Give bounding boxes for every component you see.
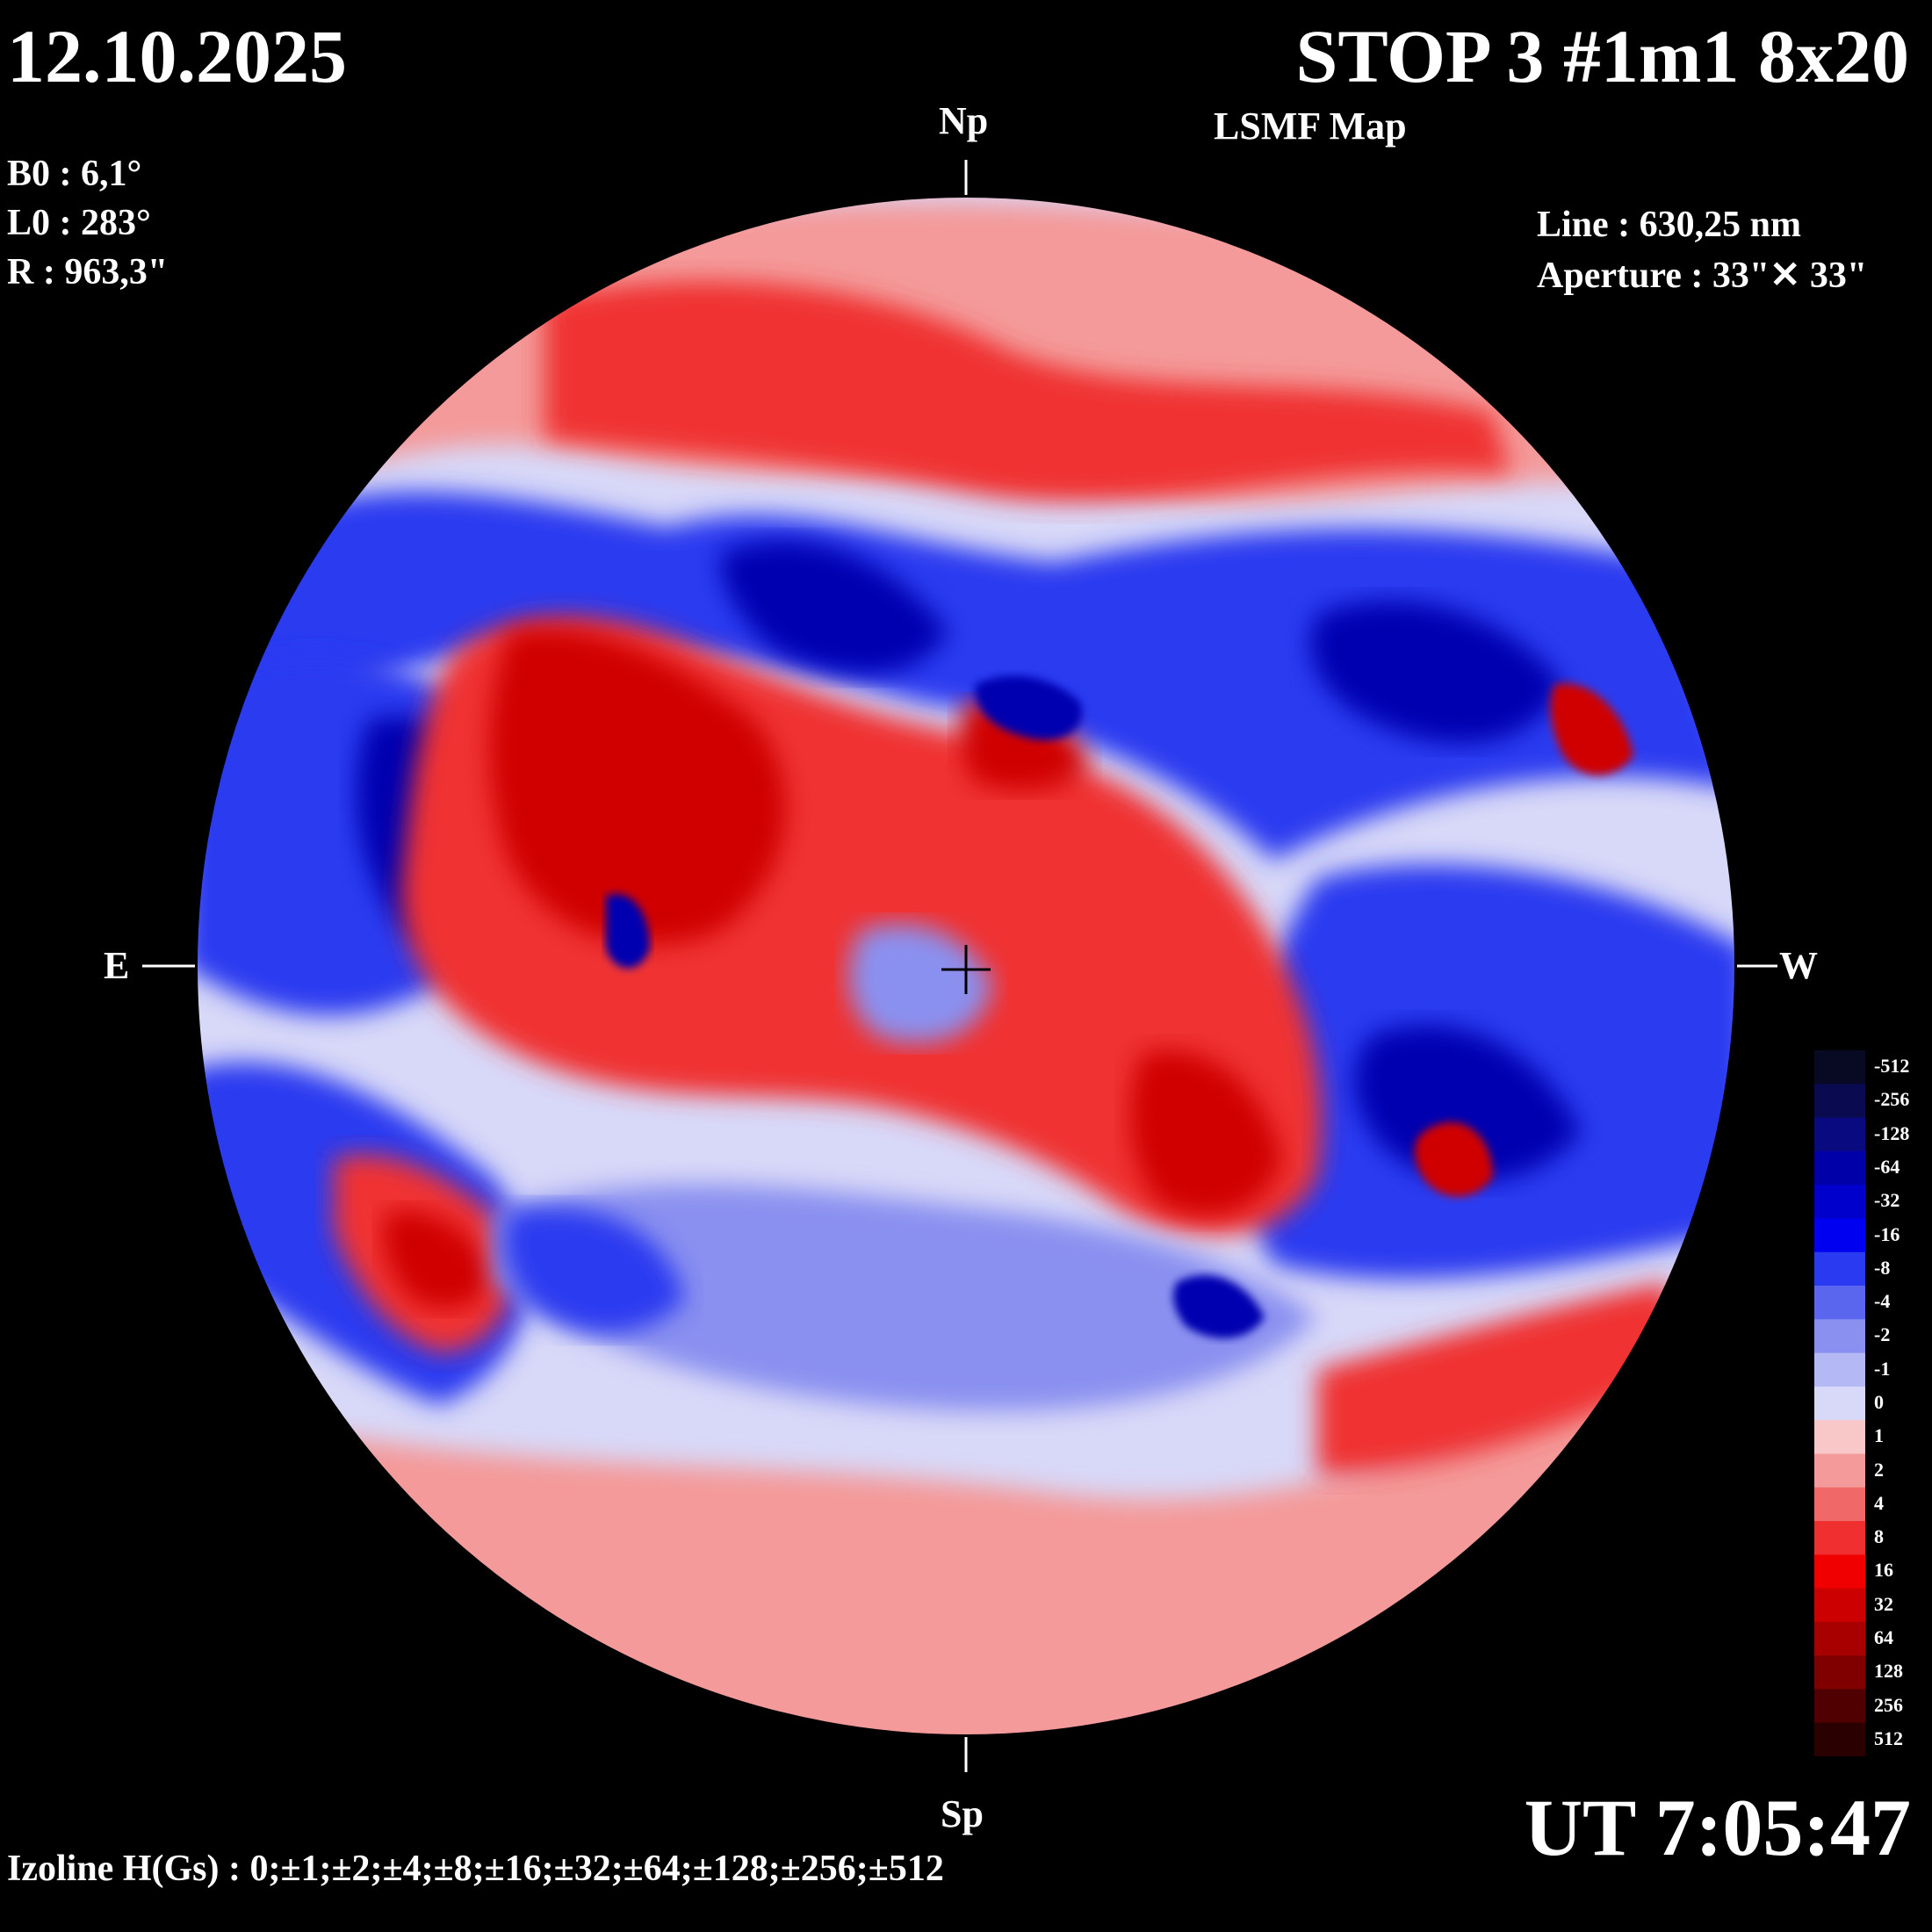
colorbar-swatch <box>1814 1588 1865 1623</box>
colorbar-level-label: -64 <box>1874 1156 1900 1178</box>
colorbar-swatch <box>1814 1117 1865 1152</box>
colorbar-swatch <box>1814 1218 1865 1253</box>
radius-param: R : 963,3" <box>7 252 169 292</box>
colorbar-swatch <box>1814 1084 1865 1119</box>
colorbar-level-label: 512 <box>1874 1727 1903 1749</box>
colorbar-swatch <box>1814 1319 1865 1354</box>
b0-param: B0 : 6,1° <box>7 154 142 194</box>
colorbar-swatch <box>1814 1621 1865 1656</box>
colorbar-level-label: -16 <box>1874 1222 1900 1245</box>
colorbar-swatch <box>1814 1352 1865 1388</box>
colorbar-level-label: 8 <box>1874 1525 1884 1548</box>
colorbar-swatch <box>1814 1487 1865 1522</box>
colorbar-level-label: 1 <box>1874 1424 1884 1447</box>
colorbar-level-label: -2 <box>1874 1323 1891 1346</box>
center-crosshair <box>941 945 991 994</box>
colorbar-level-label: -32 <box>1874 1189 1900 1212</box>
magnetogram-field <box>197 197 1735 1735</box>
colorbar-level-label: -1 <box>1874 1357 1891 1380</box>
colorbar-swatch <box>1814 1722 1865 1756</box>
colorbar-level-label: 64 <box>1874 1626 1893 1648</box>
colorbar-level-label: 128 <box>1874 1660 1903 1683</box>
colorbar-swatch <box>1814 1050 1865 1085</box>
colorbar-legend <box>1814 1050 1865 1756</box>
south-pole-label: Sp <box>941 1792 984 1835</box>
colorbar-level-label: -4 <box>1874 1290 1891 1313</box>
north-pole-label: Np <box>939 99 989 142</box>
aperture-param: Aperture : 33"✕ 33" <box>1537 256 1868 296</box>
map-subtitle: LSMF Map <box>1214 105 1407 148</box>
colorbar-level-label: 16 <box>1874 1559 1893 1582</box>
map-title: STOP 3 #1m1 8x20 <box>1295 14 1909 98</box>
colorbar-swatch <box>1814 1689 1865 1724</box>
colorbar-level-label: 32 <box>1874 1592 1893 1615</box>
ut-time: UT 7:05:47 <box>1524 1783 1911 1872</box>
colorbar-level-label: 0 <box>1874 1391 1884 1413</box>
l0-param: L0 : 283° <box>7 203 151 243</box>
date-label: 12.10.2025 <box>7 14 347 98</box>
colorbar-level-label: -8 <box>1874 1256 1891 1279</box>
west-label: W <box>1779 944 1818 987</box>
colorbar-swatch <box>1814 1150 1865 1186</box>
colorbar-level-label: 2 <box>1874 1458 1884 1481</box>
colorbar-level-label: -128 <box>1874 1121 1910 1144</box>
colorbar-swatch <box>1814 1554 1865 1590</box>
izoline-legend: Izoline H(Gs) : 0;±1;±2;±4;±8;±16;±32;±6… <box>7 1849 944 1889</box>
colorbar-swatch <box>1814 1521 1865 1555</box>
colorbar-swatch <box>1814 1386 1865 1421</box>
line-param: Line : 630,25 nm <box>1537 205 1802 245</box>
colorbar-swatch <box>1814 1420 1865 1454</box>
colorbar-swatch <box>1814 1286 1865 1320</box>
colorbar-level-label: -512 <box>1874 1055 1910 1078</box>
colorbar-swatch <box>1814 1655 1865 1690</box>
colorbar-level-label: -256 <box>1874 1088 1910 1111</box>
colorbar-swatch <box>1814 1251 1865 1287</box>
colorbar-level-label: 4 <box>1874 1491 1884 1514</box>
east-label: E <box>104 944 130 987</box>
colorbar-swatch <box>1814 1185 1865 1219</box>
colorbar-level-label: 256 <box>1874 1693 1903 1716</box>
colorbar-swatch <box>1814 1453 1865 1489</box>
